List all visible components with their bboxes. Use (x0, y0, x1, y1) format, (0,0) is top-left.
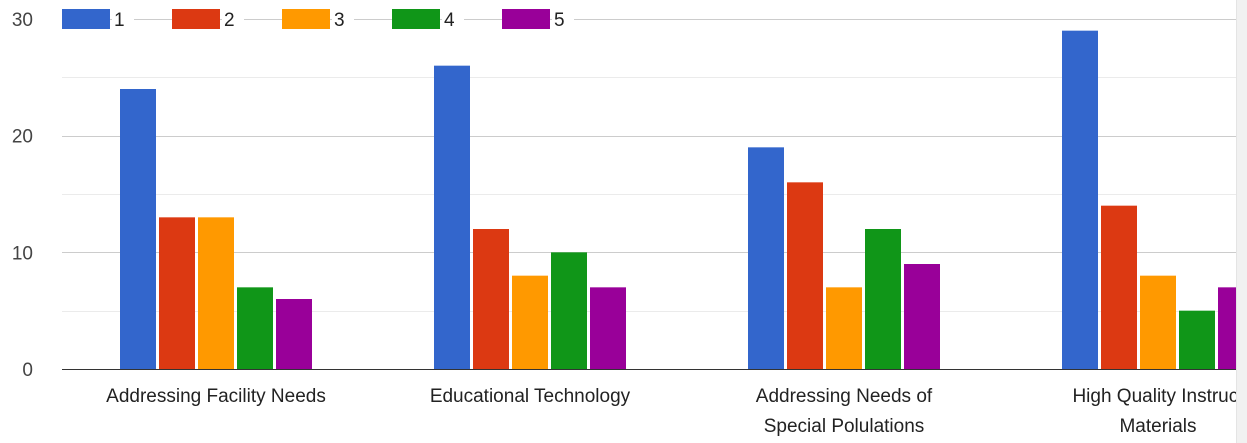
vertical-scrollbar[interactable] (1236, 0, 1247, 443)
y-tick-label: 0 (22, 360, 33, 381)
bar-1-3[interactable] (748, 147, 784, 369)
y-tick-label: 20 (12, 127, 33, 148)
y-tick-label: 30 (12, 10, 33, 31)
bar-5-1[interactable] (276, 299, 312, 369)
legend-swatch-3[interactable] (282, 9, 330, 29)
x-category-label: Addressing Facility Needs (106, 386, 326, 407)
bar-5-3[interactable] (904, 264, 940, 369)
bar-5-2[interactable] (590, 287, 626, 369)
gridlines (62, 19, 1247, 312)
bars (120, 30, 1247, 370)
legend-swatch-5[interactable] (502, 9, 550, 29)
bar-1-4[interactable] (1062, 30, 1098, 370)
legend-label-background (222, 7, 244, 31)
bar-4-4[interactable] (1179, 310, 1215, 369)
legend-label-background (552, 7, 574, 31)
bar-2-1[interactable] (159, 217, 195, 369)
legend-label-background (442, 7, 464, 31)
x-category-label: Materials (1119, 416, 1196, 437)
legend[interactable]: 1 2 3 4 5 (62, 7, 574, 31)
bar-2-4[interactable] (1101, 205, 1137, 369)
legend-label[interactable]: 1 (114, 10, 125, 31)
x-category-label: Special Polulations (764, 416, 925, 437)
legend-label-background (112, 7, 134, 31)
legend-swatch-4[interactable] (392, 9, 440, 29)
bar-3-2[interactable] (512, 275, 548, 369)
legend-swatch-2[interactable] (172, 9, 220, 29)
legend-label[interactable]: 4 (444, 10, 455, 31)
y-tick-label: 10 (12, 243, 33, 264)
legend-swatch-1[interactable] (62, 9, 110, 29)
bar-3-1[interactable] (198, 217, 234, 369)
axes: 0 10 20 30 Addressing Facility Needs Educatio… (12, 10, 1247, 437)
bar-4-3[interactable] (865, 229, 901, 369)
bar-3-4[interactable] (1140, 275, 1176, 369)
legend-label-background (332, 7, 354, 31)
bar-2-2[interactable] (473, 229, 509, 369)
bar-4-1[interactable] (237, 287, 273, 369)
bar-1-1[interactable] (120, 89, 156, 369)
x-category-label: Educational Technology (430, 386, 631, 407)
bar-2-3[interactable] (787, 182, 823, 369)
bar-4-2[interactable] (551, 252, 587, 369)
x-category-label: Addressing Needs of (756, 386, 933, 407)
bar-1-2[interactable] (434, 65, 470, 370)
x-category-label: High Quality Instruct (1072, 386, 1244, 407)
bar-3-3[interactable] (826, 287, 862, 369)
legend-label[interactable]: 5 (554, 10, 565, 31)
legend-label[interactable]: 2 (224, 10, 235, 31)
legend-label[interactable]: 3 (334, 10, 345, 31)
